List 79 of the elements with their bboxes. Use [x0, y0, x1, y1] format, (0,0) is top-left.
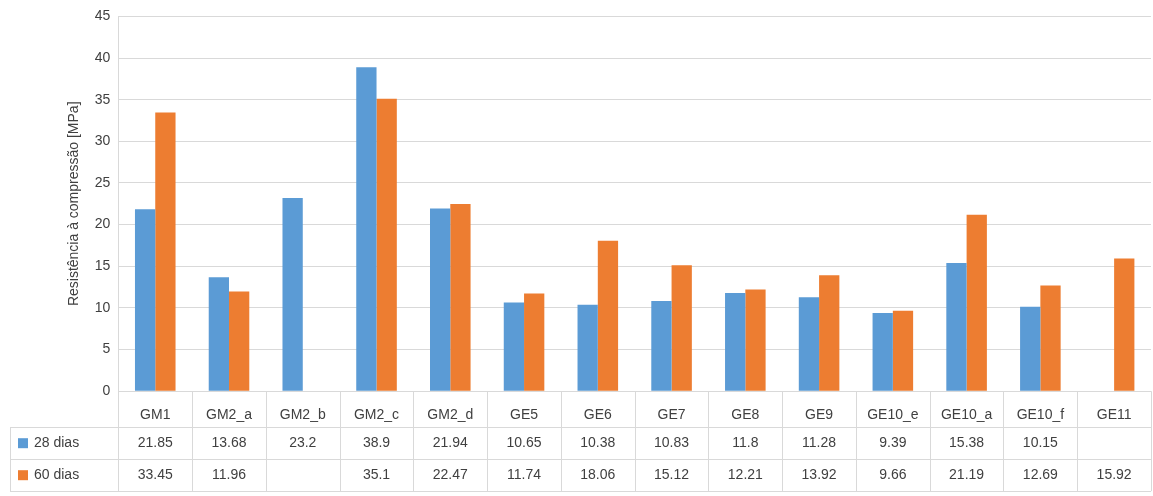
data-label: 10.65 — [506, 434, 542, 451]
data-label: 11.74 — [507, 466, 542, 483]
bar — [651, 301, 672, 391]
x-tick-label: GE10_a — [940, 406, 993, 423]
bar — [819, 275, 840, 391]
x-tick-label: GE10_e — [867, 406, 919, 423]
y-tick-label: 5 — [102, 340, 111, 357]
bar — [725, 292, 746, 391]
data-label: 15.12 — [654, 466, 690, 483]
x-tick-label: GE9 — [805, 406, 834, 423]
bar — [966, 214, 987, 391]
x-tick-label: GM2_b — [279, 406, 326, 423]
data-label: 38.9 — [362, 434, 391, 451]
data-label: 13.68 — [211, 434, 247, 451]
y-tick-label: 45 — [94, 7, 111, 24]
bar — [577, 304, 598, 391]
data-label: 9.39 — [879, 434, 907, 451]
data-label: 10.38 — [580, 434, 616, 451]
bar — [430, 208, 451, 391]
data-label: 21.19 — [949, 466, 985, 483]
data-label: 23.2 — [289, 434, 317, 451]
data-label: 15.92 — [1096, 466, 1132, 483]
x-tick-label: GE10_f — [1016, 406, 1065, 423]
data-label: 10.15 — [1022, 434, 1059, 451]
bar — [155, 112, 176, 391]
legend-label: 28 dias — [34, 434, 80, 451]
data-label: 12.21 — [727, 466, 764, 483]
y-tick-label: 40 — [94, 48, 111, 65]
data-label: 21.94 — [432, 434, 469, 451]
data-label: 15.38 — [949, 434, 985, 451]
y-tick-label: 15 — [94, 257, 111, 274]
bar — [671, 265, 692, 391]
data-label: 12.69 — [1022, 466, 1059, 483]
bar — [946, 263, 967, 391]
x-tick-label: GE7 — [657, 406, 686, 423]
bar — [892, 310, 914, 391]
bar — [872, 312, 893, 391]
y-tick-label: 30 — [94, 132, 111, 149]
data-label: 33.45 — [137, 466, 173, 483]
bar — [376, 98, 397, 391]
x-tick-label: GE11 — [1096, 406, 1132, 423]
bar — [1020, 306, 1041, 391]
bar — [282, 197, 303, 391]
x-tick-label: GE5 — [510, 406, 539, 423]
x-tick-label: GM2_d — [427, 406, 474, 423]
x-tick-label: GM2_a — [206, 406, 253, 423]
y-tick-label: 35 — [94, 90, 111, 107]
data-label: 35.1 — [362, 466, 391, 483]
bar — [450, 204, 471, 391]
y-axis-title: Resistência à compressão [MPa] — [65, 101, 82, 307]
legend-label: 60 dias — [34, 466, 80, 483]
y-tick-label: 25 — [94, 173, 111, 190]
bar — [524, 293, 545, 391]
x-tick-label: GE8 — [731, 406, 760, 423]
data-label: 10.83 — [654, 434, 690, 451]
bar — [503, 302, 525, 391]
data-label: 21.85 — [137, 434, 173, 451]
data-label: 22.47 — [432, 466, 469, 483]
bar — [356, 67, 377, 391]
x-tick-label: GE6 — [583, 406, 613, 423]
y-tick-label: 20 — [94, 215, 111, 232]
bar — [1040, 285, 1061, 391]
bar — [229, 291, 250, 391]
y-tick-label: 10 — [94, 298, 111, 315]
x-tick-label: GM1 — [140, 406, 171, 423]
data-label: 11.8 — [732, 434, 759, 451]
x-tick-label: GM2_c — [353, 406, 400, 423]
y-tick-label: 0 — [102, 382, 111, 399]
bar — [745, 289, 766, 391]
data-label: 18.06 — [580, 466, 616, 483]
data-label: 11.28 — [802, 434, 837, 451]
data-label: 11.96 — [212, 466, 247, 483]
bar — [208, 277, 230, 391]
bar — [597, 240, 619, 391]
bar — [798, 297, 820, 391]
bar — [134, 209, 156, 391]
bar — [1114, 258, 1135, 391]
data-label: 9.66 — [879, 466, 907, 483]
data-label: 13.92 — [801, 466, 837, 483]
